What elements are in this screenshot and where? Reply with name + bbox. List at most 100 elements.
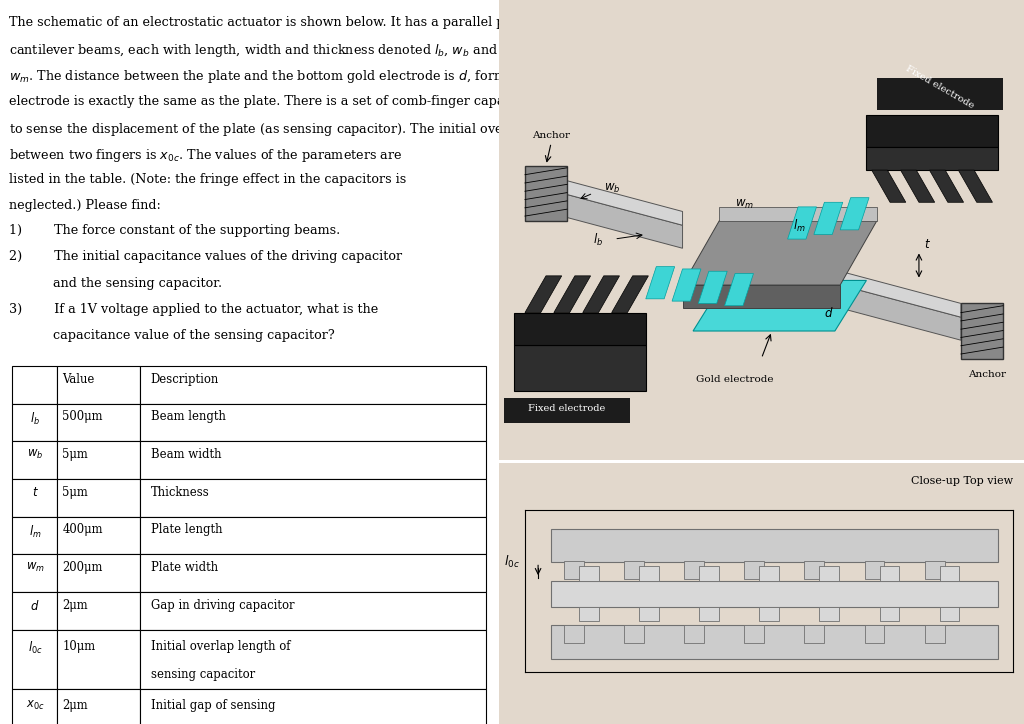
- Bar: [564, 625, 585, 643]
- Bar: [12, 479, 57, 517]
- Bar: [864, 561, 885, 579]
- Text: Anchor: Anchor: [969, 370, 1007, 379]
- Text: Gap in driving capacitor: Gap in driving capacitor: [151, 599, 294, 612]
- Text: Description: Description: [151, 373, 219, 386]
- Text: listed in the table. (Note: the fringe effect in the capacitors is: listed in the table. (Note: the fringe e…: [9, 173, 407, 186]
- Bar: [805, 561, 824, 579]
- Bar: [57, 479, 140, 517]
- Bar: [12, 689, 57, 724]
- Polygon shape: [514, 313, 646, 345]
- Text: 2μm: 2μm: [62, 599, 88, 612]
- Polygon shape: [693, 280, 866, 331]
- Bar: [57, 517, 140, 555]
- Text: Initial gap of sensing: Initial gap of sensing: [151, 699, 275, 712]
- Bar: [140, 689, 486, 724]
- Bar: [12, 442, 57, 479]
- Bar: [57, 555, 140, 592]
- Polygon shape: [583, 276, 620, 313]
- Text: $t$: $t$: [32, 486, 39, 499]
- Text: sensing capacitor: sensing capacitor: [151, 668, 255, 681]
- Bar: [699, 566, 719, 581]
- Polygon shape: [698, 272, 727, 303]
- Bar: [880, 607, 899, 621]
- Text: Thickness: Thickness: [151, 486, 210, 499]
- Polygon shape: [900, 170, 935, 202]
- Polygon shape: [840, 198, 869, 230]
- Text: 10μm: 10μm: [62, 640, 95, 653]
- Bar: [940, 566, 959, 581]
- Polygon shape: [672, 269, 701, 301]
- Bar: [57, 630, 140, 689]
- Bar: [580, 607, 599, 621]
- Bar: [525, 166, 567, 221]
- Polygon shape: [683, 221, 877, 285]
- Polygon shape: [611, 276, 648, 313]
- Bar: [760, 566, 779, 581]
- Bar: [639, 566, 659, 581]
- Bar: [864, 625, 885, 643]
- Bar: [140, 366, 486, 404]
- Polygon shape: [814, 202, 843, 235]
- Polygon shape: [866, 147, 997, 170]
- Text: 2μm: 2μm: [62, 699, 88, 712]
- Text: 5μm: 5μm: [62, 448, 88, 461]
- Text: $w_m$: $w_m$: [26, 561, 44, 574]
- Text: Beam width: Beam width: [151, 448, 221, 461]
- Bar: [57, 404, 140, 442]
- Text: $w_b$: $w_b$: [604, 182, 621, 195]
- Text: Gold electrode: Gold electrode: [696, 374, 774, 384]
- Text: $l_{0c}$: $l_{0c}$: [28, 640, 42, 657]
- Bar: [564, 561, 585, 579]
- Bar: [140, 404, 486, 442]
- Text: $d$: $d$: [824, 306, 834, 320]
- Text: $x_{0c}$: $x_{0c}$: [26, 699, 44, 712]
- Bar: [925, 561, 944, 579]
- Bar: [140, 442, 486, 479]
- Bar: [12, 517, 57, 555]
- Bar: [12, 404, 57, 442]
- Text: Anchor: Anchor: [532, 131, 570, 140]
- Bar: [684, 561, 705, 579]
- Bar: [140, 592, 486, 630]
- Text: 1)        The force constant of the supporting beams.: 1) The force constant of the supporting …: [9, 224, 340, 237]
- Text: Plate length: Plate length: [151, 523, 222, 536]
- Bar: [12, 366, 57, 404]
- Bar: [684, 625, 705, 643]
- Bar: [760, 607, 779, 621]
- Bar: [57, 592, 140, 630]
- Bar: [551, 529, 997, 563]
- Polygon shape: [787, 207, 816, 239]
- Text: between two fingers is $x_{0c}$. The values of the parameters are: between two fingers is $x_{0c}$. The val…: [9, 147, 402, 164]
- Text: 2)        The initial capacitance values of the driving capacitor: 2) The initial capacitance values of the…: [9, 251, 402, 264]
- Bar: [140, 479, 486, 517]
- Bar: [580, 566, 599, 581]
- Polygon shape: [930, 170, 964, 202]
- Text: 500μm: 500μm: [62, 411, 103, 424]
- Bar: [877, 78, 1002, 110]
- Text: Plate width: Plate width: [151, 561, 218, 574]
- Text: capacitance value of the sensing capacitor?: capacitance value of the sensing capacit…: [9, 329, 335, 342]
- Polygon shape: [840, 272, 961, 317]
- Bar: [12, 555, 57, 592]
- Polygon shape: [958, 170, 992, 202]
- Text: $l_{0c}$: $l_{0c}$: [504, 555, 519, 571]
- Bar: [961, 303, 1002, 358]
- Polygon shape: [866, 115, 997, 147]
- Text: $l_b$: $l_b$: [30, 411, 40, 426]
- Text: 400μm: 400μm: [62, 523, 103, 536]
- Polygon shape: [725, 274, 754, 306]
- Bar: [57, 366, 140, 404]
- Text: 5μm: 5μm: [62, 486, 88, 499]
- Text: The schematic of an electrostatic actuator is shown below. It has a parallel pla: The schematic of an electrostatic actuat…: [9, 16, 798, 29]
- Bar: [625, 561, 644, 579]
- Text: cantilever beams, each with length, width and thickness denoted $l_b$, $w_b$ and: cantilever beams, each with length, widt…: [9, 42, 801, 59]
- Bar: [940, 607, 959, 621]
- Bar: [57, 689, 140, 724]
- Bar: [925, 625, 944, 643]
- Bar: [639, 607, 659, 621]
- Polygon shape: [562, 193, 683, 248]
- Bar: [140, 630, 486, 689]
- Polygon shape: [840, 285, 961, 340]
- Bar: [140, 555, 486, 592]
- Text: Value: Value: [62, 373, 95, 386]
